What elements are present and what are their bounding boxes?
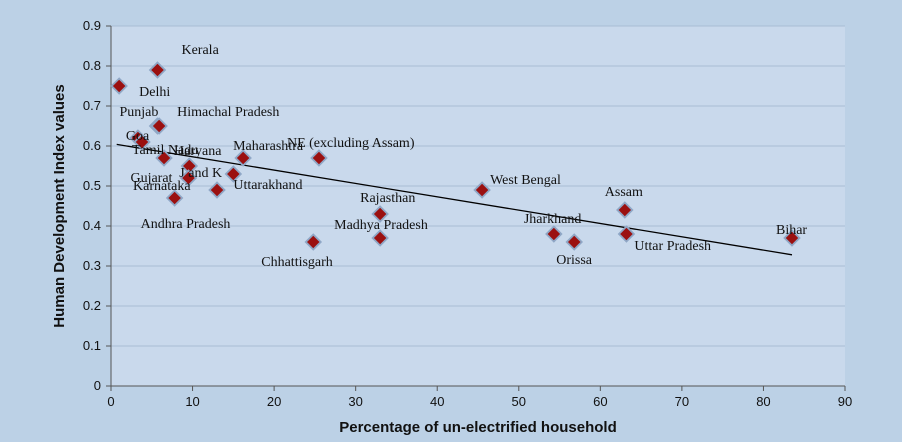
data-point [371, 205, 389, 223]
data-point [110, 77, 128, 95]
x-tick-label: 20 [267, 394, 281, 409]
point-label: Maharashtra [233, 139, 304, 154]
y-tick-label: 0.5 [83, 178, 101, 193]
point-label: Tamil Nadu [132, 143, 198, 158]
x-tick-label: 40 [430, 394, 444, 409]
point-label: Uttarakhand [233, 178, 302, 193]
y-axis-title: Human Development Index values [51, 84, 68, 327]
point-label: Haryana [174, 144, 222, 159]
point-label: Chhattisgarh [261, 255, 333, 270]
point-label: Bihar [776, 223, 807, 238]
plot-area [111, 26, 845, 386]
data-point [617, 225, 636, 243]
x-tick-label: 80 [756, 394, 770, 409]
point-label: Andhra Pradesh [141, 217, 231, 232]
y-tick-labels: 0 0.1 0.2 0.3 0.4 0.5 0.6 0.7 0.8 0.9 [83, 18, 101, 393]
point-label: Gujarat [130, 171, 172, 186]
y-tick-label: 0.3 [83, 258, 101, 273]
point-label: Orissa [556, 253, 593, 268]
data-point [473, 181, 491, 199]
point-label: Rajasthan [360, 191, 415, 206]
data-point [165, 189, 184, 207]
x-tick-label: 0 [107, 394, 114, 409]
point-label: Assam [605, 185, 643, 200]
point-labels: Kerala Delhi Punjab Himachal Pradesh GoaTami… [119, 43, 807, 270]
data-point [565, 233, 584, 251]
point-label: Delhi [139, 85, 170, 100]
data-point [179, 169, 198, 187]
point-label: Uttar Pradesh [634, 239, 711, 254]
x-tick-label: 10 [185, 394, 199, 409]
point-label: Karnataka [133, 179, 191, 194]
y-tick-label: 0.9 [83, 18, 101, 33]
trendline [116, 143, 793, 256]
data-point [310, 149, 328, 167]
point-label: Kerala [181, 43, 219, 58]
x-tick-label: 30 [348, 394, 362, 409]
data-point [304, 233, 323, 251]
y-tick-label: 0.4 [83, 218, 101, 233]
y-tick-label: 0.6 [83, 138, 101, 153]
y-tick-label: 0.1 [83, 338, 101, 353]
data-point [616, 201, 634, 219]
data-point [783, 229, 801, 247]
x-tick-labels: 0 10 20 30 40 50 60 70 80 90 [107, 394, 852, 409]
point-label: Madhya Pradesh [334, 218, 428, 233]
data-point [545, 225, 563, 243]
point-label: Jharkhand [524, 212, 582, 227]
point-label: Goa [126, 129, 150, 144]
data-point [148, 61, 167, 79]
data-point [234, 149, 252, 167]
point-label: West Bengal [490, 173, 561, 188]
x-tick-label: 50 [512, 394, 526, 409]
y-tick-label: 0.7 [83, 98, 101, 113]
data-point [224, 165, 243, 183]
point-label: NE (excluding Assam) [287, 136, 415, 151]
x-tick-label: 90 [838, 394, 852, 409]
y-tick-label: 0 [94, 378, 101, 393]
point-label: Punjab [119, 105, 158, 120]
x-axis-title: Percentage of un-electrified household [339, 419, 617, 436]
data-point [208, 181, 226, 199]
x-tick-label: 60 [593, 394, 607, 409]
x-tick-label: 70 [675, 394, 689, 409]
data-points [110, 61, 801, 251]
data-point [155, 149, 173, 167]
data-point [150, 117, 168, 135]
y-tick-label: 0.8 [83, 58, 101, 73]
data-point [133, 133, 151, 151]
point-label: Himachal Pradesh [177, 105, 279, 120]
y-tick-label: 0.2 [83, 298, 101, 313]
point-label: J and K [179, 166, 222, 181]
data-point [371, 229, 389, 247]
